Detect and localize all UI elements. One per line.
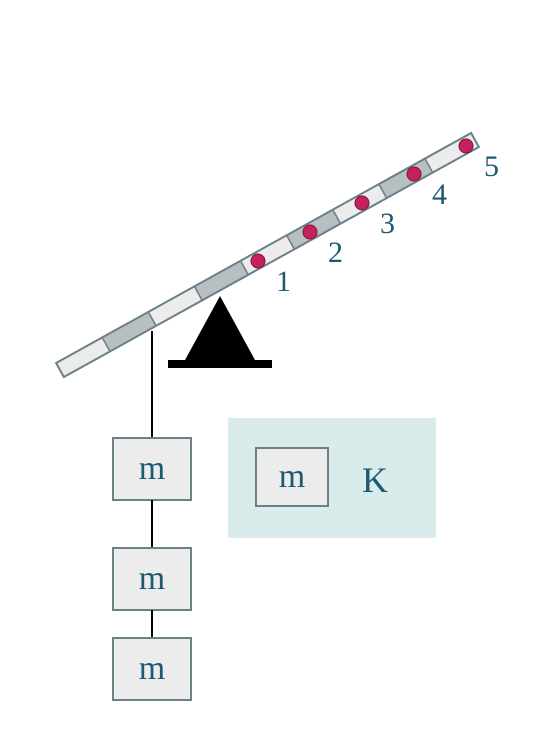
lever-mark-label: 1 (276, 265, 291, 298)
lever-mark-dot (303, 225, 317, 239)
lever-mark-label: 5 (484, 150, 499, 183)
lever-mark-label: 2 (328, 236, 343, 269)
panel-mass-label: m (279, 458, 305, 495)
lever-segment (194, 261, 248, 301)
lever-mark-dot (355, 196, 369, 210)
lever-mark-label: 3 (380, 207, 395, 240)
lever-segment (148, 286, 202, 326)
fulcrum-triangle (185, 296, 255, 360)
lever-segment (379, 159, 433, 199)
lever-segment (425, 133, 479, 173)
lever-segment (102, 312, 156, 352)
panel-letter: K (362, 460, 388, 500)
lever-mark-dot (251, 254, 265, 268)
hanging-mass-label: m (139, 650, 165, 687)
lever-segment (56, 337, 110, 377)
lever-mark-dot (459, 139, 473, 153)
lever-mark-dot (407, 167, 421, 181)
fulcrum-base (168, 360, 272, 368)
hanging-mass-label: m (139, 450, 165, 487)
lever-mark-label: 4 (432, 178, 447, 211)
hanging-mass-label: m (139, 560, 165, 597)
